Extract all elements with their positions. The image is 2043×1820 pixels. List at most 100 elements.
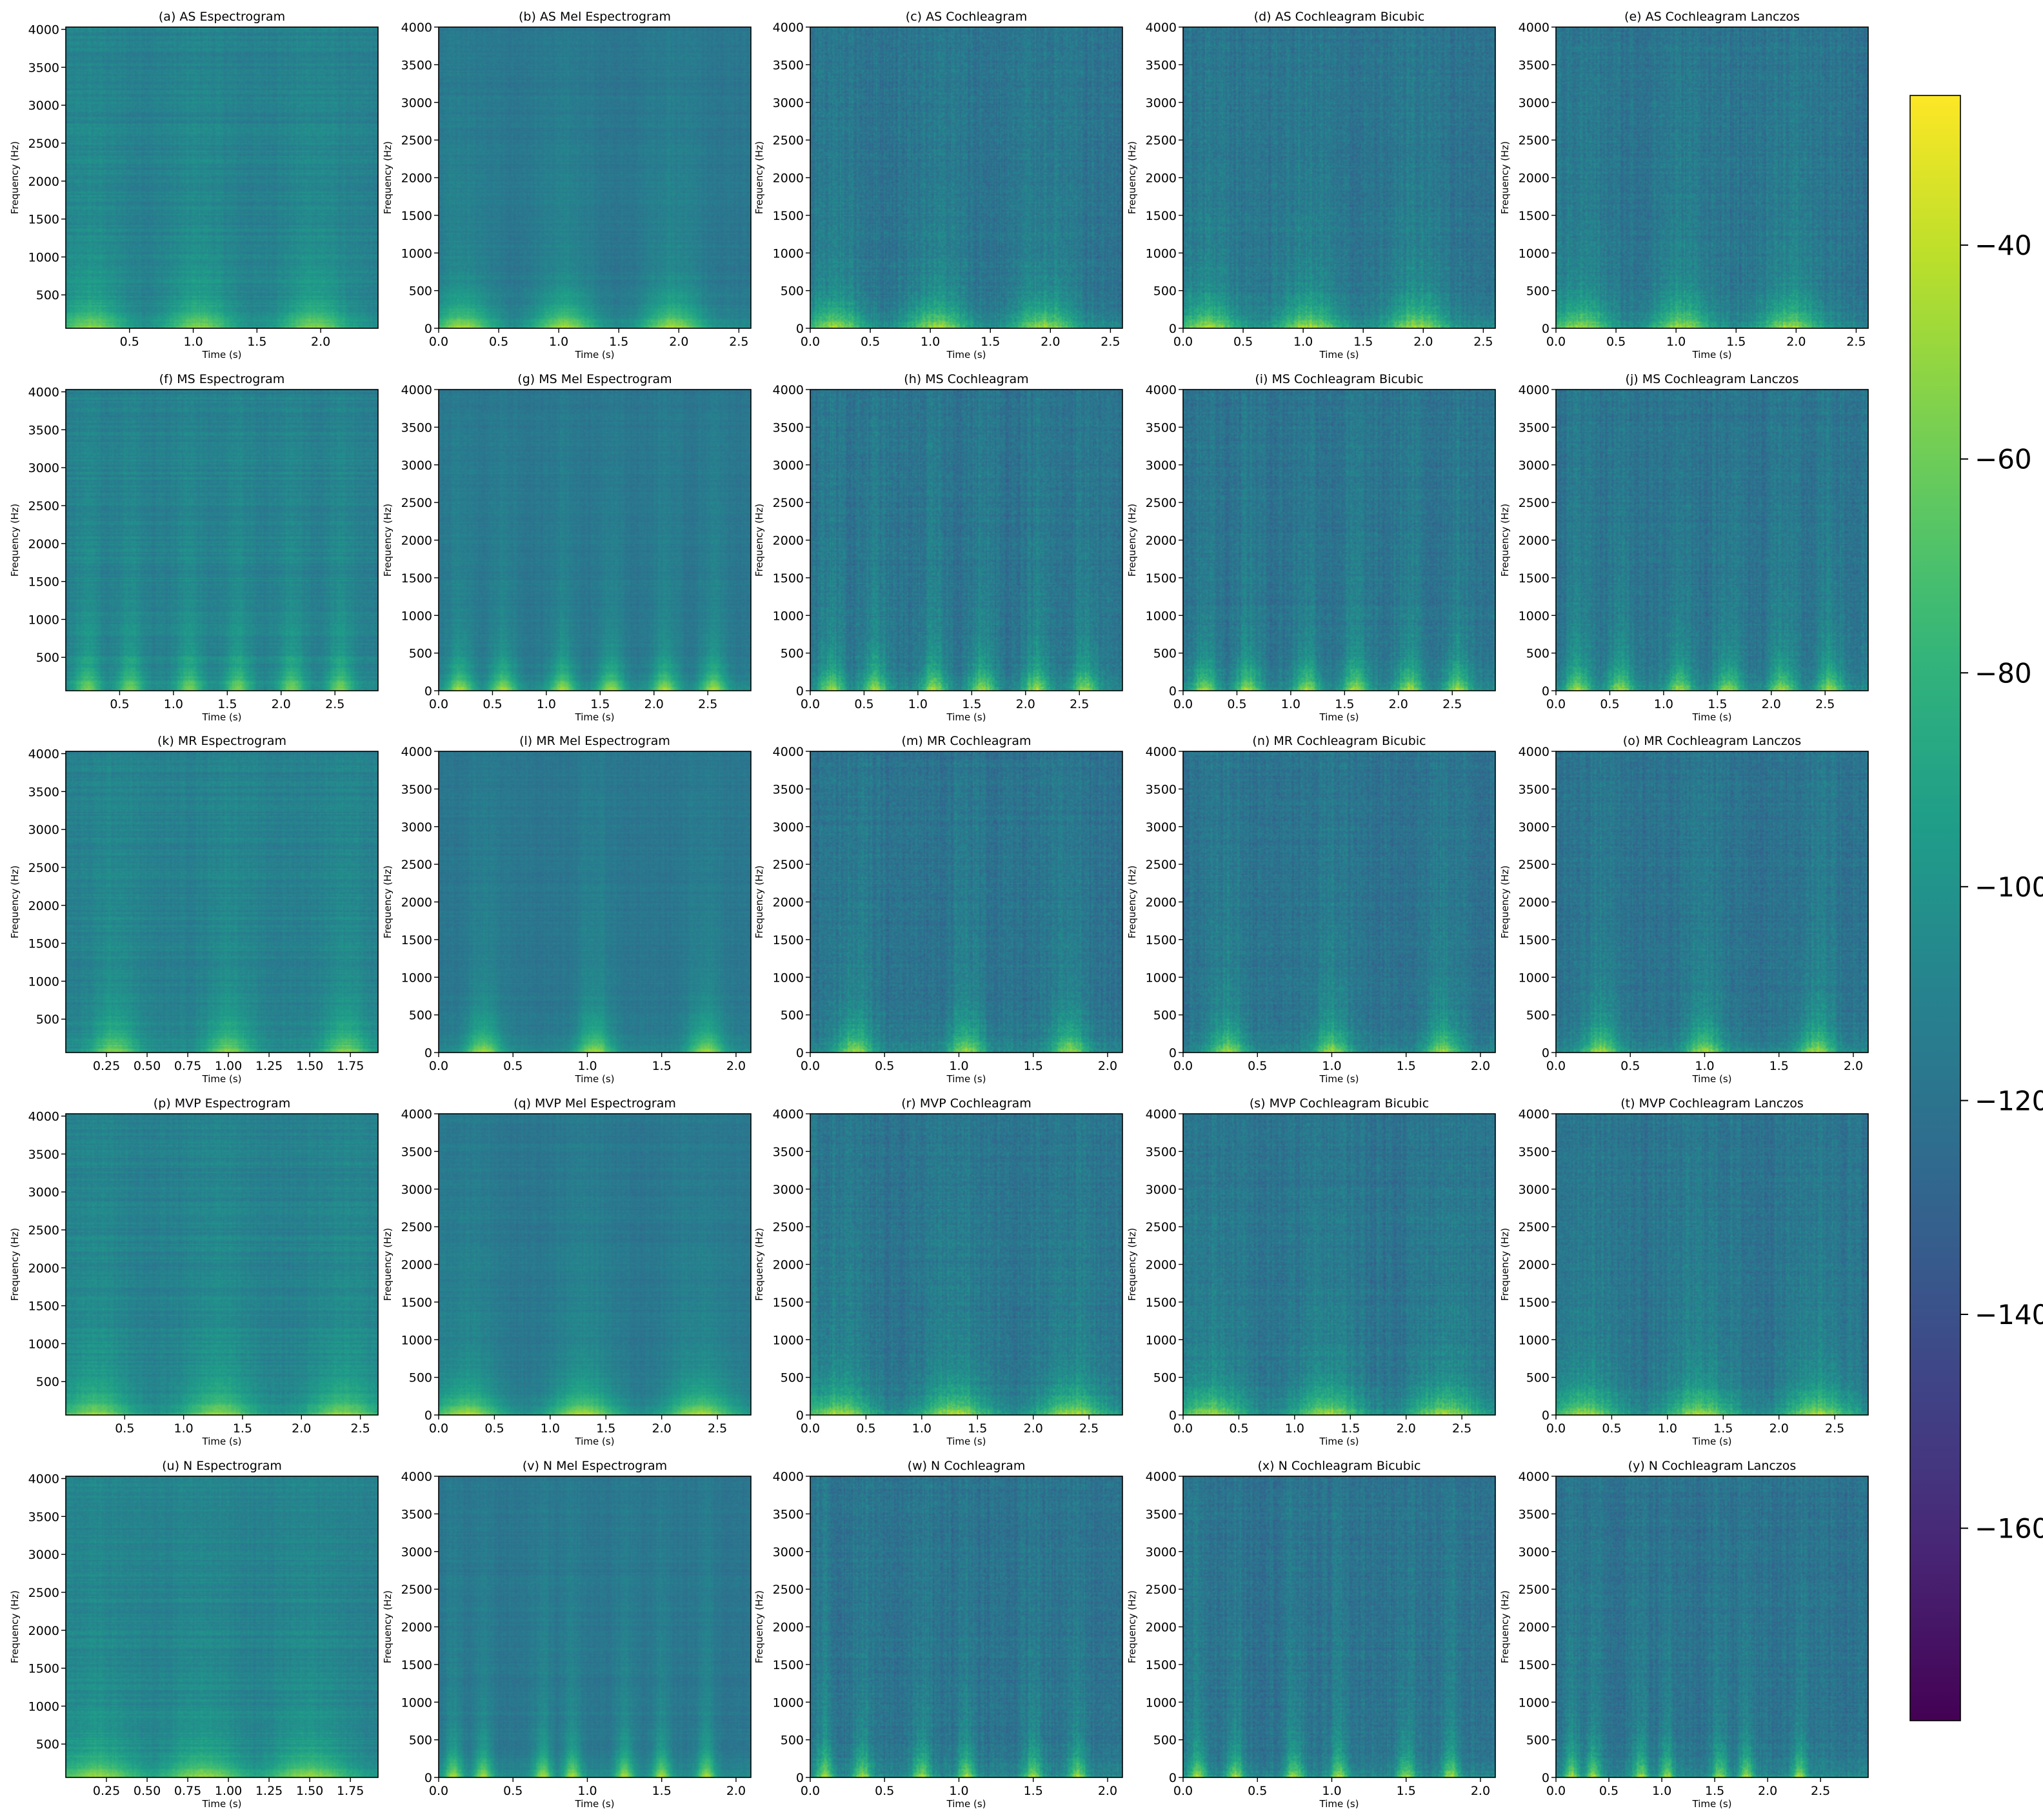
x-tick-label: 1.0 [1652,1784,1671,1798]
y-tick-label: 4000 [1146,1107,1177,1122]
panel-as-mel: (b) AS Mel Espectrogram 0.0 0.5 1.0 1.5 2.0 2.… [382,10,752,361]
x-tick-label: 0.5 [854,697,873,711]
y-tick-label: 4000 [1519,383,1550,397]
x-tick-label: 1.00 [215,1059,242,1073]
panel-title: (v) N Mel Espectrogram [523,1459,667,1473]
x-tick-label: 2.5 [1079,1421,1099,1436]
panel-title: (i) MS Cochleagram Bicubic [1255,372,1423,386]
y-tick-label: 0 [796,684,804,698]
y-tick-label: 2000 [401,1258,432,1272]
y-axis-label: Frequency (Hz) [753,1590,765,1663]
x-tick-label: 2.5 [1815,697,1835,711]
x-tick-label: 0.0 [1173,335,1193,349]
axes-frame [65,1113,379,1416]
y-tick-label: 3000 [1146,1183,1177,1197]
y-tick-label: 0 [796,322,804,336]
x-tick-label: 1.0 [577,1784,597,1798]
panel-n-coch: (w) N Cochleagram 0.0 0.5 1.0 1.5 2.0 Time (s)… [753,1459,1123,1810]
y-tick-label: 3000 [28,1185,59,1200]
y-tick-label: 4000 [1519,1470,1550,1484]
y-tick-label: 500 [1153,284,1177,299]
y-tick-label: 3000 [1519,459,1550,473]
x-tick-label: 1.0 [1293,335,1313,349]
y-tick-label: 2000 [1519,896,1550,910]
y-tick-label: 500 [36,288,59,302]
panel-n-spec: (u) N Espectrogram 0.25 0.50 0.75 1.00 1.25 1.… [9,1459,379,1810]
heatmap-image [439,751,751,1053]
y-tick-label: 1000 [773,246,804,261]
heatmap-image [1556,27,1868,328]
panel-title: (a) AS Espectrogram [159,10,285,24]
y-axis-label: Frequency (Hz) [1499,865,1511,938]
y-tick-label: 3000 [28,1548,59,1562]
y-tick-label: 2000 [401,896,432,910]
x-tick-label: 0.25 [93,1784,120,1798]
y-tick-label: 3500 [1519,420,1550,435]
y-tick-label: 4000 [773,21,804,35]
x-tick-label: 0.0 [1546,1059,1566,1073]
y-tick-label: 1000 [1146,1696,1177,1710]
y-tick-label: 1000 [401,246,432,261]
y-tick-label: 1500 [1519,1296,1550,1310]
x-tick-label: 1.0 [1322,1059,1341,1073]
x-tick-label: 1.0 [949,1784,968,1798]
y-tick-label: 500 [409,1734,432,1748]
x-tick-label: 0.5 [110,697,129,711]
x-axis-label: Time (s) [1319,711,1359,723]
y-tick-label: 2000 [28,1261,59,1276]
y-axis-label: Frequency (Hz) [753,1228,765,1301]
y-tick-label: 4000 [401,745,432,759]
x-tick-label: 1.0 [1285,1421,1304,1436]
heatmap-image [1183,27,1495,328]
y-tick-label: 2500 [773,1583,804,1597]
panel-ms-spec: (f) MS Espectrogram 0.5 1.0 1.5 2.0 2.5 Time (… [9,372,379,723]
y-tick-label: 0 [424,322,432,336]
panel-as-coch: (d) AS Cochleagram Bicubic 0.0 0.5 1.0 1.5 2.… [1126,10,1496,361]
y-tick-label: 2500 [1146,134,1177,148]
x-tick-label: 1.5 [233,1421,252,1436]
x-axis-label: Time (s) [946,1073,986,1085]
heatmap-image [66,1114,378,1415]
x-tick-label: 0.0 [1173,1059,1193,1073]
panel-n-mel: (v) N Mel Espectrogram 0.0 0.5 1.0 1.5 2.0 Tim… [382,1459,752,1810]
axes-frame [65,26,379,329]
y-tick-label: 0 [796,1046,804,1060]
y-axis-label: Frequency (Hz) [753,141,765,214]
y-tick-label: 1500 [401,933,432,947]
panel-n-coch: (x) N Cochleagram Bicubic 0.0 0.5 1.0 1.5 2.0… [1126,1459,1496,1810]
x-tick-label: 1.0 [908,697,928,711]
y-tick-label: 4000 [1146,745,1177,759]
x-tick-label: 0.5 [489,335,508,349]
y-tick-label: 4000 [401,1107,432,1122]
y-tick-label: 500 [409,647,432,661]
x-tick-label: 1.0 [1322,1784,1341,1798]
x-tick-label: 0.0 [801,1421,820,1436]
y-tick-label: 1000 [28,974,59,989]
y-axis-label: Frequency (Hz) [1126,504,1138,577]
x-tick-label: 0.5 [120,335,139,349]
y-tick-label: 1500 [1146,571,1177,586]
panel-title: (k) MR Espectrogram [157,734,286,748]
y-tick-label: 4000 [773,383,804,397]
x-tick-label: 2.0 [1762,697,1781,711]
x-axis-label: Time (s) [1319,1073,1359,1085]
y-tick-label: 3000 [401,96,432,110]
x-tick-label: 0.5 [875,1059,894,1073]
y-tick-label: 2000 [1146,534,1177,548]
x-tick-label: 0.0 [1546,1421,1566,1436]
panel-title: (g) MS Mel Espectrogram [517,372,672,386]
panel-as-coch: (c) AS Cochleagram 0.0 0.5 1.0 1.5 2.0 2.5 Time… [753,10,1123,361]
x-tick-label: 0.50 [134,1059,161,1073]
x-axis-label: Time (s) [946,1436,986,1447]
x-tick-label: 1.0 [183,335,203,349]
x-tick-label: 2.0 [1024,1421,1043,1436]
y-tick-label: 3500 [1519,1145,1550,1159]
x-tick-label: 2.5 [708,1421,727,1436]
y-tick-label: 4000 [401,383,432,397]
x-tick-label: 1.0 [549,335,568,349]
y-tick-label: 4000 [28,747,59,762]
y-tick-label: 3500 [28,1510,59,1524]
x-tick-label: 1.25 [255,1059,283,1073]
y-tick-label: 500 [781,284,804,299]
y-tick-label: 0 [1542,1771,1550,1785]
